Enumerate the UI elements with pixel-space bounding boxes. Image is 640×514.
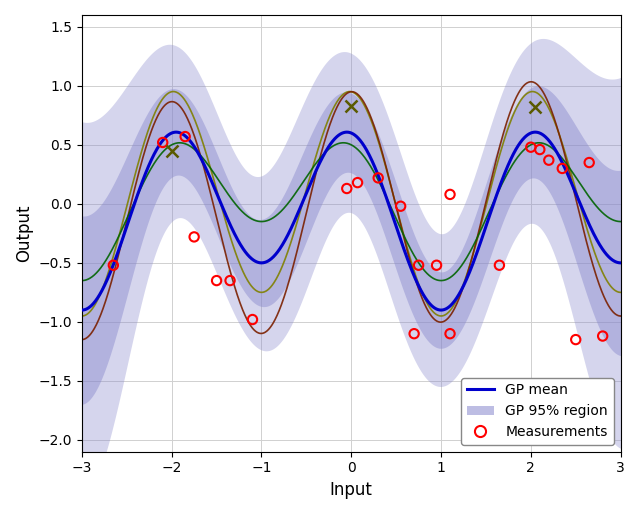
X-axis label: Input: Input [330, 481, 372, 499]
Measurements [557, 164, 568, 173]
Measurements [571, 336, 581, 344]
GP mean [296, 205, 304, 211]
GP mean [133, 194, 141, 200]
Measurements [373, 174, 383, 182]
GP mean [449, 301, 456, 307]
Measurements [108, 261, 118, 269]
Measurements [342, 185, 352, 193]
GP mean [78, 307, 86, 313]
GP mean [316, 160, 324, 166]
Measurements [248, 316, 258, 324]
Measurements [211, 277, 221, 285]
Legend: GP mean, GP 95% region, Measurements: GP mean, GP 95% region, Measurements [461, 378, 614, 445]
GP mean [617, 260, 625, 266]
Measurements [534, 145, 545, 154]
Measurements [431, 261, 442, 269]
Measurements [494, 261, 504, 269]
Measurements [598, 332, 608, 340]
Measurements [525, 143, 536, 151]
GP mean [508, 153, 516, 159]
GP mean [172, 129, 180, 135]
Measurements [409, 329, 419, 338]
Measurements [189, 233, 199, 241]
Y-axis label: Output: Output [15, 205, 33, 262]
Measurements [445, 190, 455, 198]
GP mean [499, 176, 506, 182]
Measurements [396, 202, 406, 210]
Measurements [584, 158, 595, 167]
Measurements [157, 138, 168, 146]
Measurements [180, 133, 190, 141]
Measurements [445, 329, 455, 338]
Measurements [413, 261, 424, 269]
Measurements [225, 277, 235, 285]
Measurements [353, 178, 363, 187]
Measurements [543, 156, 554, 164]
Line: GP mean: GP mean [82, 132, 621, 310]
